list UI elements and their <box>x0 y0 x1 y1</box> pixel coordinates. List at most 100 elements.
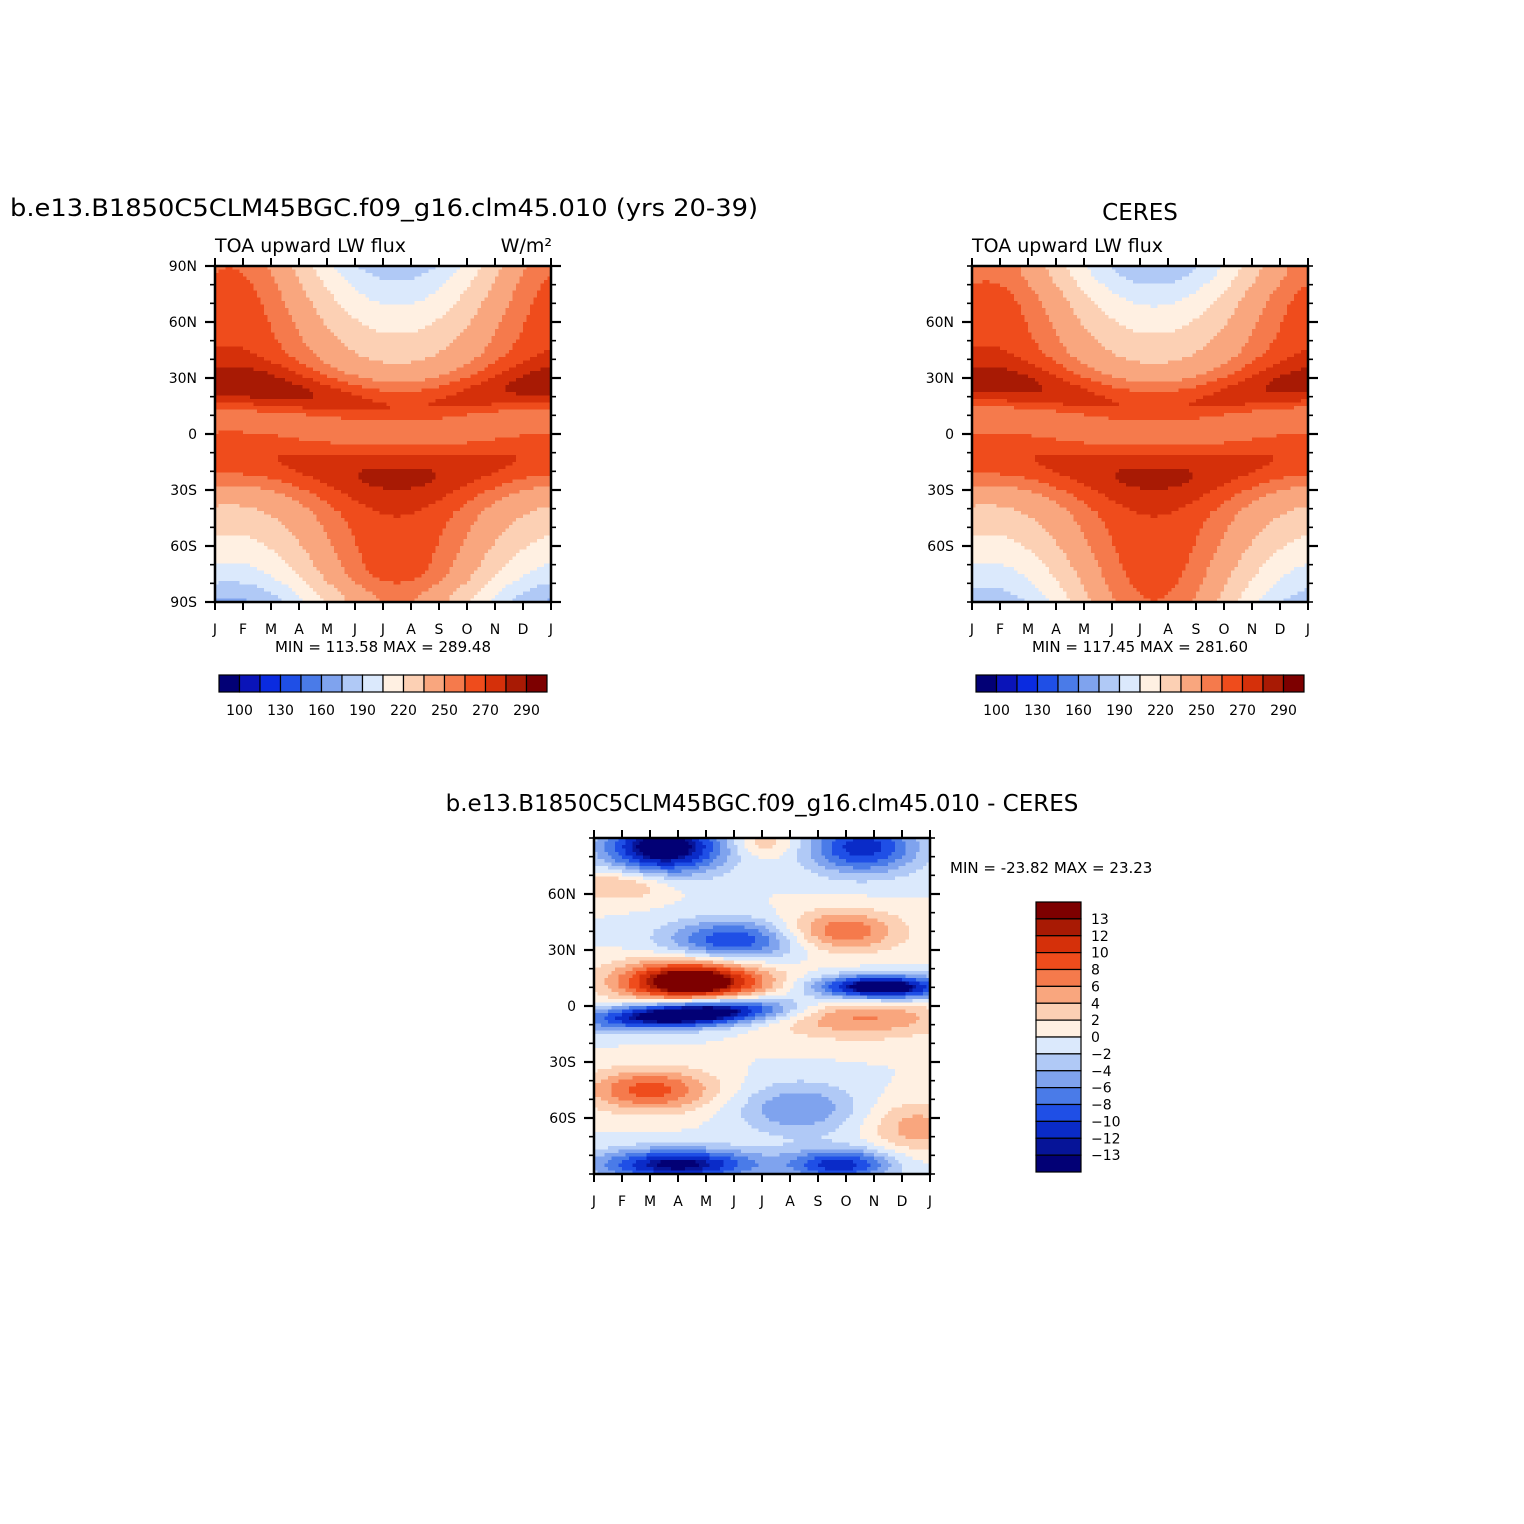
field-cell <box>351 294 356 299</box>
field-cell <box>467 357 472 362</box>
field-cell <box>250 406 255 411</box>
field-cell <box>250 322 255 327</box>
field-cell <box>491 346 496 351</box>
field-cell <box>250 360 255 365</box>
field-cell <box>446 444 451 449</box>
field-cell <box>488 283 493 288</box>
field-cell <box>369 283 374 288</box>
field-cell <box>320 315 325 320</box>
field-cell <box>484 364 489 369</box>
field-cell <box>505 388 510 393</box>
field-cell <box>215 297 220 302</box>
field-cell <box>369 409 374 414</box>
field-cell <box>281 315 286 320</box>
field-cell <box>449 409 454 414</box>
field-cell <box>355 273 360 278</box>
field-cell <box>264 343 269 348</box>
field-cell <box>411 329 416 334</box>
field-cell <box>330 392 335 397</box>
field-cell <box>547 301 552 306</box>
field-cell <box>288 290 293 295</box>
field-cell <box>439 441 444 446</box>
field-cell <box>344 416 349 421</box>
field-cell <box>544 395 549 400</box>
field-cell <box>218 420 223 425</box>
field-cell <box>309 332 314 337</box>
field-cell <box>435 357 440 362</box>
field-cell <box>232 367 237 372</box>
field-cell <box>547 350 552 355</box>
field-cell <box>369 430 374 435</box>
field-cell <box>411 301 416 306</box>
field-cell <box>421 308 426 313</box>
field-cell <box>253 276 258 281</box>
field-cell <box>239 266 244 271</box>
field-cell <box>271 409 276 414</box>
field-cell <box>477 409 482 414</box>
field-cell <box>400 357 405 362</box>
field-cell <box>320 329 325 334</box>
field-cell <box>414 273 419 278</box>
field-cell <box>222 420 227 425</box>
field-cell <box>449 290 454 295</box>
field-cell <box>512 332 517 337</box>
field-cell <box>236 336 241 341</box>
field-cell <box>407 273 412 278</box>
field-cell <box>383 311 388 316</box>
field-cell <box>369 374 374 379</box>
field-cell <box>239 304 244 309</box>
field-cell <box>481 353 486 358</box>
field-cell <box>547 367 552 372</box>
field-cell <box>243 325 248 330</box>
field-cell <box>495 329 500 334</box>
field-cell <box>260 325 265 330</box>
field-cell <box>292 427 297 432</box>
field-cell <box>456 325 461 330</box>
field-cell <box>411 304 416 309</box>
field-cell <box>267 329 272 334</box>
field-cell <box>330 367 335 372</box>
field-cell <box>467 294 472 299</box>
field-cell <box>327 269 332 274</box>
field-cell <box>460 290 465 295</box>
field-cell <box>425 290 430 295</box>
field-cell <box>456 280 461 285</box>
field-cell <box>271 444 276 449</box>
field-cell <box>215 304 220 309</box>
field-cell <box>337 416 342 421</box>
field-cell <box>316 297 321 302</box>
field-cell <box>215 325 220 330</box>
field-cell <box>229 273 234 278</box>
field-cell <box>327 374 332 379</box>
field-cell <box>404 441 409 446</box>
field-cell <box>435 287 440 292</box>
field-cell <box>330 339 335 344</box>
field-cell <box>519 297 524 302</box>
field-cell <box>267 367 272 372</box>
field-cell <box>250 294 255 299</box>
field-cell <box>362 374 367 379</box>
field-cell <box>397 280 402 285</box>
field-cell <box>355 374 360 379</box>
field-cell <box>407 336 412 341</box>
field-cell <box>537 336 542 341</box>
field-cell <box>526 434 531 439</box>
field-cell <box>547 357 552 362</box>
field-cell <box>344 290 349 295</box>
field-cell <box>477 374 482 379</box>
field-cell <box>218 290 223 295</box>
field-cell <box>243 329 248 334</box>
field-cell <box>316 434 321 439</box>
field-cell <box>474 336 479 341</box>
field-cell <box>393 308 398 313</box>
field-cell <box>330 364 335 369</box>
field-cell <box>309 399 314 404</box>
field-cell <box>257 406 262 411</box>
field-cell <box>250 290 255 295</box>
field-cell <box>495 273 500 278</box>
field-cell <box>404 276 409 281</box>
panel-model-units-label: W/m² <box>501 235 552 257</box>
field-cell <box>474 388 479 393</box>
field-cell <box>323 336 328 341</box>
field-cell <box>225 378 230 383</box>
